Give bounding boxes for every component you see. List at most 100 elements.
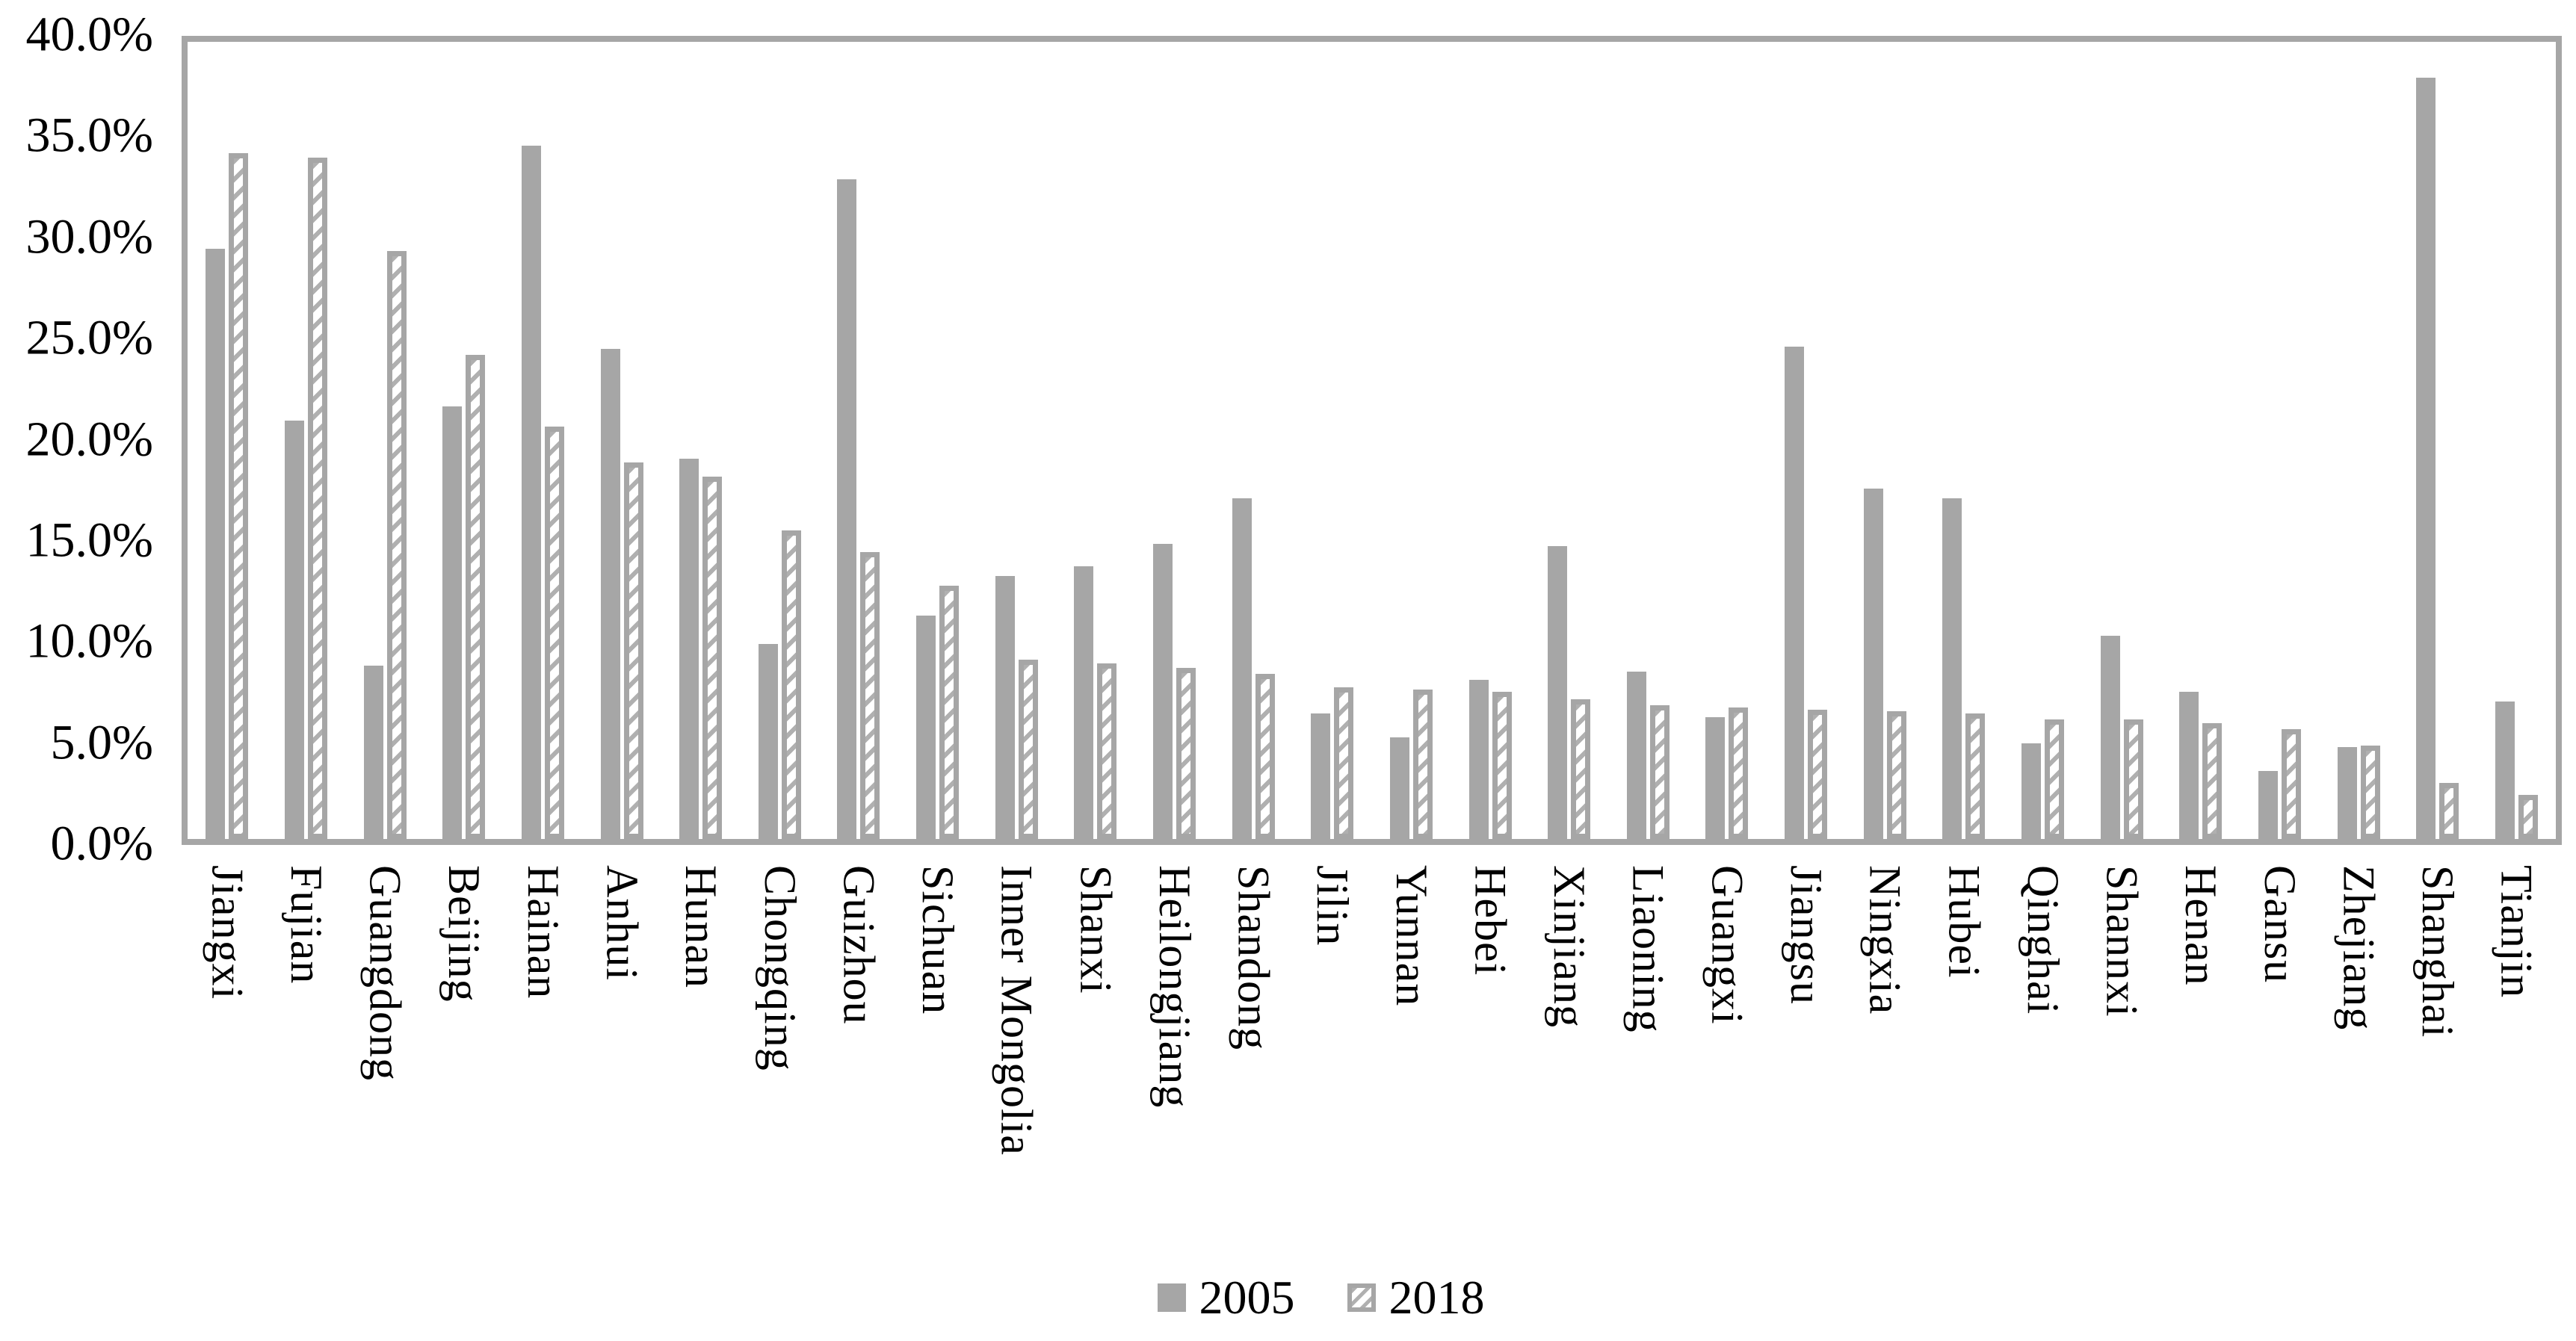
bar-group-hubei <box>1924 42 2004 839</box>
bar-2018-beijing <box>466 354 486 839</box>
bar-2018-inner-mongolia <box>1018 659 1038 839</box>
x-tick-label-heilongjiang: Heilongjiang <box>1149 865 1199 1109</box>
bar-2005-xinjiang <box>1548 545 1568 839</box>
x-tick-label-yunnan: Yunnan <box>1386 865 1436 1007</box>
x-tick-label-liaoning: Liaoning <box>1623 865 1673 1033</box>
bar-2018-hainan <box>544 426 564 839</box>
x-tick-label-hubei: Hubei <box>1939 865 1989 979</box>
y-tick-label: 15.0% <box>25 512 153 568</box>
bar-2018-liaoning <box>1649 705 1670 839</box>
bar-2005-shanxi <box>1074 566 1094 839</box>
x-tick-label-guangxi: Guangxi <box>1702 865 1752 1025</box>
bar-2018-gansu <box>2281 729 2301 839</box>
y-tick-label: 35.0% <box>25 108 153 163</box>
y-tick-label: 25.0% <box>25 310 153 365</box>
bar-2005-ningxia <box>1863 488 1883 839</box>
x-tick-label-inner-mongolia: Inner Mongolia <box>992 865 1042 1156</box>
bar-2018-shandong <box>1255 673 1275 839</box>
bar-2005-tianjin <box>2495 701 2515 839</box>
x-tick-label-xinjiang: Xinjiang <box>1545 865 1595 1028</box>
bar-group-hainan <box>504 42 583 839</box>
bar-2018-heilongjiang <box>1176 667 1196 839</box>
y-tick-label: 40.0% <box>25 7 153 62</box>
y-tick-label: 30.0% <box>25 209 153 264</box>
bar-group-guangdong <box>345 42 424 839</box>
legend-label: 2005 <box>1199 1271 1295 1324</box>
bar-2005-shannxi <box>2100 635 2120 839</box>
x-tick-label-guizhou: Guizhou <box>834 865 884 1025</box>
bar-2005-hubei <box>1942 498 1962 839</box>
bar-2018-shannxi <box>2123 719 2143 839</box>
x-tick-label-hebei: Hebei <box>1465 865 1516 976</box>
x-tick-label-zhejiang: Zhejiang <box>2334 865 2384 1031</box>
bar-2005-shandong <box>1232 498 1252 839</box>
bar-2018-xinjiang <box>1571 699 1591 839</box>
bar-group-tianjin <box>2477 42 2557 839</box>
y-tick-label: 0.0% <box>50 816 153 871</box>
bar-group-shanxi <box>1056 42 1135 839</box>
bar-2005-beijing <box>442 406 463 839</box>
solid-square-icon <box>1157 1283 1186 1312</box>
bar-2018-sichuan <box>939 586 960 839</box>
x-tick-label-shanghai: Shanghai <box>2413 865 2463 1038</box>
x-tick-label-fujian: Fujian <box>281 865 331 985</box>
bar-group-jiangsu <box>1767 42 1846 839</box>
bar-group-inner-mongolia <box>977 42 1056 839</box>
bar-2005-liaoning <box>1626 671 1646 839</box>
bar-2005-chongqing <box>758 643 778 839</box>
bar-2018-guangxi <box>1729 707 1749 839</box>
bar-group-guangxi <box>1687 42 1767 839</box>
bar-2005-zhejiang <box>2337 747 2357 839</box>
bar-2018-henan <box>2202 723 2223 839</box>
bar-group-shandong <box>1214 42 1293 839</box>
bars-container <box>188 42 2556 839</box>
x-tick-label-shandong: Shandong <box>1229 865 1279 1050</box>
legend: 2005 2018 <box>66 1270 2576 1325</box>
bar-group-liaoning <box>1609 42 1688 839</box>
bar-2005-gansu <box>2258 771 2278 839</box>
bar-group-gansu <box>2240 42 2320 839</box>
y-tick-label: 20.0% <box>25 411 153 466</box>
bar-2018-shanxi <box>1097 663 1117 839</box>
bar-group-shannxi <box>2082 42 2161 839</box>
bar-2018-hebei <box>1492 691 1512 839</box>
x-tick-label-jiangsu: Jiangsu <box>1781 865 1831 1005</box>
bar-group-hebei <box>1451 42 1530 839</box>
x-tick-label-guangdong: Guangdong <box>360 865 410 1081</box>
legend-item-2005: 2005 <box>1157 1270 1295 1325</box>
hatched-square-icon <box>1347 1283 1376 1312</box>
x-tick-label-jiangxi: Jiangxi <box>203 865 253 1000</box>
bar-group-zhejiang <box>2319 42 2398 839</box>
bar-2005-jilin <box>1311 713 1331 839</box>
x-tick-label-jilin: Jilin <box>1308 865 1358 947</box>
x-tick-label-shannxi: Shannxi <box>2097 865 2147 1018</box>
x-tick-label-chongqing: Chongqing <box>755 865 805 1071</box>
x-tick-label-gansu: Gansu <box>2255 865 2305 984</box>
y-axis-tick-labels: 40.0% 35.0% 30.0% 25.0% 20.0% 15.0% 10.0% 5.0% 0… <box>0 0 153 896</box>
y-tick-label: 5.0% <box>50 715 153 770</box>
x-tick-label-qinghai: Qinghai <box>2018 865 2068 1015</box>
bar-2018-hunan <box>702 476 723 839</box>
bar-2018-hubei <box>1965 713 1986 839</box>
bar-group-beijing <box>424 42 504 839</box>
bar-2018-anhui <box>623 462 643 839</box>
plot-area <box>182 36 2562 845</box>
bar-2018-chongqing <box>781 530 801 839</box>
bar-2018-fujian <box>307 157 327 839</box>
bar-2005-hunan <box>679 458 699 839</box>
x-tick-label-tianjin: Tianjin <box>2492 865 2542 999</box>
bar-2018-guizhou <box>860 551 880 839</box>
bar-2005-anhui <box>600 348 620 839</box>
bar-2005-inner-mongolia <box>995 575 1015 839</box>
bar-group-qinghai <box>2004 42 2083 839</box>
bar-2005-fujian <box>284 420 304 839</box>
bar-group-yunnan <box>1372 42 1451 839</box>
x-tick-label-sichuan: Sichuan <box>913 865 963 1015</box>
bar-2005-hebei <box>1468 679 1489 839</box>
bar-2005-heilongjiang <box>1153 544 1173 839</box>
legend-label: 2018 <box>1389 1271 1485 1324</box>
legend-item-2018: 2018 <box>1347 1270 1485 1325</box>
bar-2005-guizhou <box>837 179 857 839</box>
x-tick-label-henan: Henan <box>2176 865 2226 986</box>
